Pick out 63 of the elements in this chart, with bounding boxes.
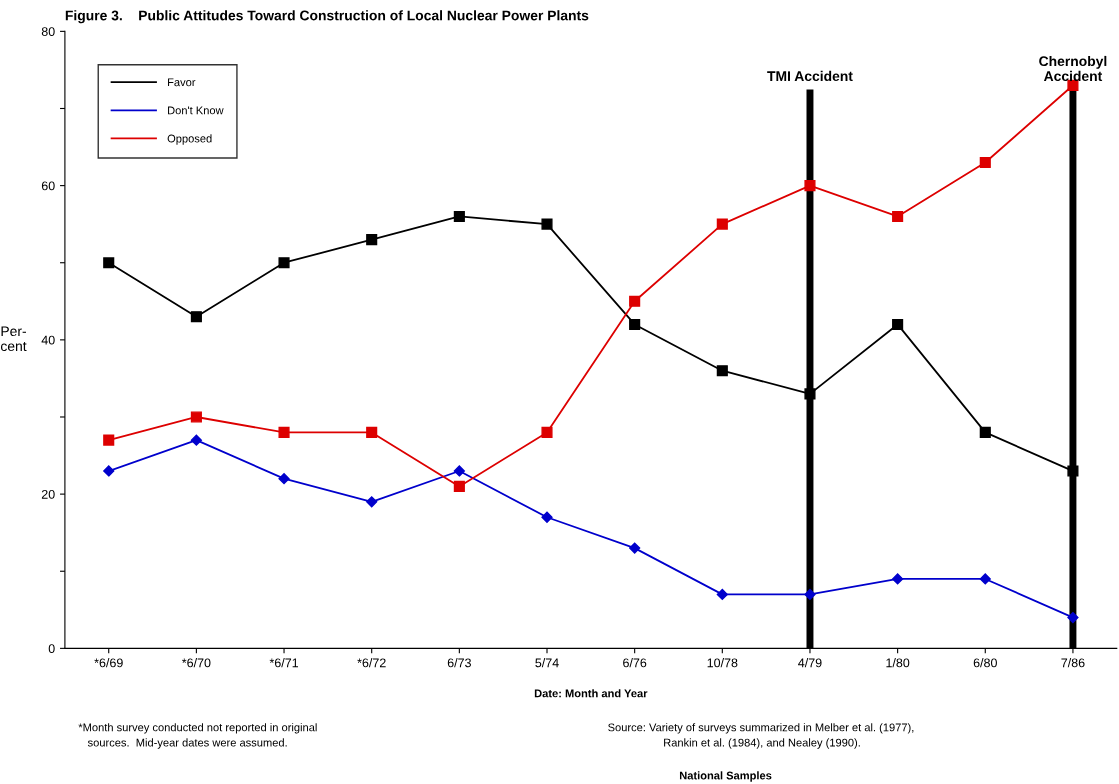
point (716, 588, 728, 600)
point (629, 295, 641, 307)
chart-title: Figure 3. Public Attitudes Toward Construction of Local Nuclear Power Plants (65, 10, 589, 24)
ref-line-label: Chernobyl Accident (1039, 55, 1107, 82)
x-tick-label: *6/69 (94, 658, 123, 668)
y-tick-label: 80 (41, 27, 55, 37)
y-axis-title: Per- cent (0, 326, 27, 352)
point (190, 434, 202, 446)
point (278, 473, 290, 485)
point (541, 218, 553, 230)
point (278, 426, 290, 438)
point (366, 426, 378, 438)
source-note: Source: Variety of surveys summarized in Melber et al. (1977), Rankin et al. (1984), and Nealey (1990). (608, 723, 914, 749)
point (629, 318, 641, 330)
point (979, 156, 991, 169)
point (541, 426, 553, 438)
point (804, 388, 816, 400)
point (190, 311, 202, 323)
x-tick-label: 7/86 (1061, 658, 1085, 668)
legend-label: Don't Know (168, 106, 224, 115)
point (103, 434, 115, 446)
y-tick-label: 20 (41, 489, 55, 499)
point (1067, 611, 1079, 624)
point (1067, 465, 1079, 477)
x-tick-label: 6/80 (973, 658, 997, 668)
x-tick-label: *6/70 (181, 658, 211, 668)
point (892, 318, 904, 330)
x-tick-label: 10/78 (707, 658, 738, 668)
text: National Samples (679, 771, 772, 782)
point (190, 411, 202, 423)
legend-label: Opposed (167, 134, 212, 145)
point (453, 210, 465, 223)
x-axis-title: Date: Month and Year (534, 689, 648, 698)
point (453, 480, 465, 492)
x-tick-label: 6/76 (623, 658, 647, 668)
x-tick-label: *6/72 (357, 658, 386, 668)
point (629, 542, 641, 554)
point (453, 465, 465, 477)
y-tick-label: 40 (41, 335, 55, 345)
point (103, 465, 115, 477)
point (804, 180, 816, 192)
x-tick-label: 1/80 (886, 658, 910, 668)
legend-label: Favor (168, 78, 196, 87)
x-tick-label: 4/79 (798, 658, 822, 668)
x-tick-label: *6/71 (269, 658, 299, 668)
point (979, 426, 991, 438)
x-tick-label: 6/73 (447, 658, 471, 668)
x-tick-label: 5/74 (535, 658, 559, 668)
point (716, 365, 728, 377)
point (979, 573, 991, 585)
point (278, 257, 290, 269)
point (892, 573, 904, 585)
y-tick-label: 0 (48, 644, 55, 654)
point (366, 496, 378, 508)
point (103, 257, 115, 269)
point (892, 210, 904, 223)
point (541, 511, 553, 523)
text: *Month survey conducted not reported in original sources. Mid-year dates were assumed. (78, 723, 317, 749)
point (804, 588, 816, 600)
point (366, 234, 378, 246)
y-tick-label: 60 (41, 181, 55, 191)
ref-line-label: TMI Accident (767, 70, 853, 82)
point (716, 218, 728, 230)
